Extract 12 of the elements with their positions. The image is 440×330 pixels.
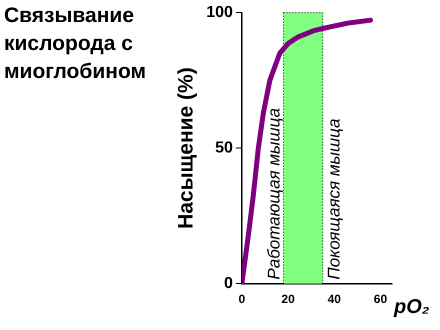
text: Связывание кислорода с миоглобином <box>4 4 146 83</box>
y-axis-title: Насыщение (%) <box>174 67 198 229</box>
y-tick-label: 50 <box>215 140 233 157</box>
x-tick-label: 40 <box>328 292 342 306</box>
y-tick-label: 0 <box>224 275 233 292</box>
ref-line-label: Работающая мышца <box>264 108 284 280</box>
ref-line-label: Покоящаяся мышца <box>324 118 344 280</box>
x-axis-title: pO₂ <box>393 296 430 318</box>
x-tick-label: 0 <box>238 292 246 306</box>
x-tick-label: 60 <box>374 292 388 306</box>
y-tick-label: 100 <box>206 4 233 22</box>
x-tick-label: 20 <box>281 292 296 306</box>
